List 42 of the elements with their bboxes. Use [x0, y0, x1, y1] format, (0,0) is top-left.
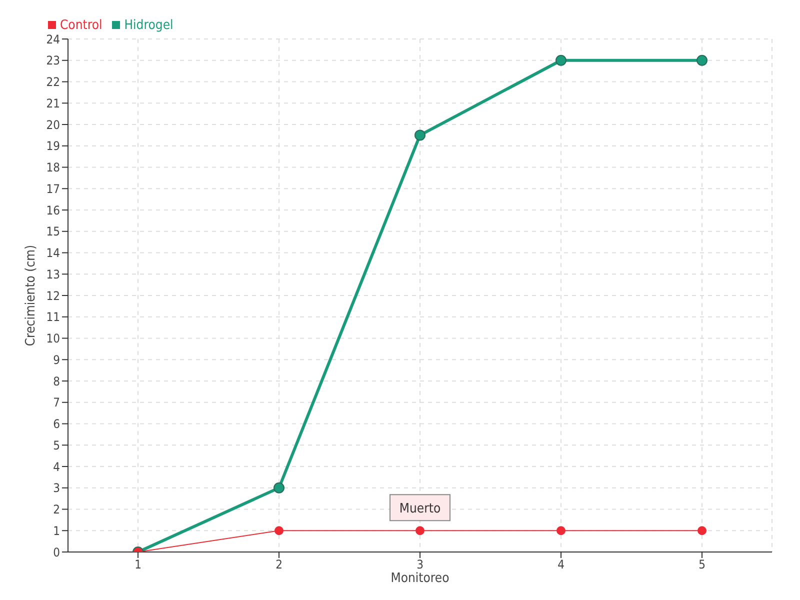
x-axis-title: Monitoreo: [390, 571, 450, 586]
y-tick-label: 20: [46, 118, 60, 132]
point: [274, 482, 284, 494]
y-tick-label: 21: [46, 96, 60, 110]
y-tick-label: 17: [46, 182, 60, 196]
y-tick-label: 24: [46, 32, 60, 46]
point: [414, 130, 426, 141]
x-tick-label: 5: [698, 558, 706, 572]
y-tick-label: 3: [53, 481, 60, 496]
y-tick-label: 19: [46, 139, 60, 154]
x-tick-label: 3: [416, 558, 424, 572]
x-tick-label: 2: [276, 558, 282, 572]
y-tick-label: 10: [46, 332, 60, 346]
point: [274, 526, 284, 536]
y-tick-label: 16: [46, 203, 60, 218]
point: [556, 54, 566, 66]
annotation: Muerto: [399, 502, 441, 517]
y-tick-label: 0: [53, 545, 60, 560]
y-tick-label: 6: [53, 417, 60, 432]
y-tick-label: 12: [46, 288, 60, 303]
legend-label: Control: [60, 18, 102, 33]
y-axis-title: Crecimiento (cm): [24, 244, 39, 346]
y-tick-label: 7: [53, 396, 60, 410]
y-tick-label: 2: [53, 502, 60, 517]
legend-label: Hidrogel: [124, 18, 174, 33]
y-tick-label: 14: [46, 246, 60, 260]
point: [556, 526, 566, 536]
y-tick-label: 15: [46, 224, 60, 239]
y-tick-label: 5: [53, 438, 60, 452]
y-tick-label: 22: [46, 75, 60, 90]
y-tick-label: 11: [46, 310, 60, 324]
y-tick-label: 18: [46, 160, 60, 175]
x-tick-label: 4: [558, 558, 565, 572]
point: [698, 526, 706, 536]
y-tick-label: 13: [46, 267, 60, 282]
x-tick-label: 1: [134, 558, 142, 572]
point: [696, 54, 708, 66]
y-tick-label: 4: [53, 460, 60, 474]
y-tick-label: 8: [53, 374, 60, 388]
y-tick-label: 1: [53, 524, 60, 538]
y-tick-label: 9: [53, 352, 60, 367]
y-tick-label: 23: [46, 54, 60, 68]
